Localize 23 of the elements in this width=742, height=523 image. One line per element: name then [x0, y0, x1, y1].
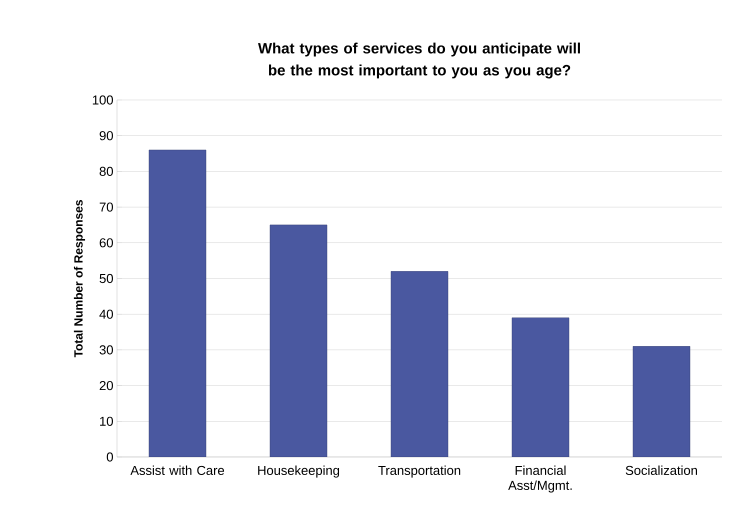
bar: [632, 346, 690, 457]
bar: [270, 224, 328, 457]
y-tick-label: 50: [100, 274, 113, 284]
y-tick-label: 70: [100, 202, 113, 212]
bar: [148, 150, 206, 457]
bar: [390, 271, 448, 457]
y-tick-label: 90: [100, 131, 113, 140]
y-axis-title: Total Number of Responses: [74, 200, 86, 358]
y-tick-label: 10: [100, 416, 113, 426]
x-tick-label: Assist with Care: [130, 466, 224, 476]
x-tick-label: Financial Asst/Mgmt.: [508, 466, 572, 493]
y-tick-label: 80: [100, 166, 113, 176]
y-tick-label: 20: [100, 380, 113, 390]
x-tick-label: Housekeeping: [258, 466, 340, 478]
y-tick-label: 60: [100, 238, 113, 248]
y-tick-label: 40: [99, 310, 113, 319]
x-tick-label: Transportation: [378, 466, 460, 478]
y-tick-label: 100: [92, 95, 113, 105]
x-tick-label: Socialization: [626, 466, 697, 476]
chart-title: What types of services do you anticipate will be the most important to you as you age?: [258, 42, 580, 78]
y-tick-label: 0: [106, 452, 113, 462]
y-tick-label: 30: [100, 345, 113, 354]
bar: [512, 318, 570, 457]
